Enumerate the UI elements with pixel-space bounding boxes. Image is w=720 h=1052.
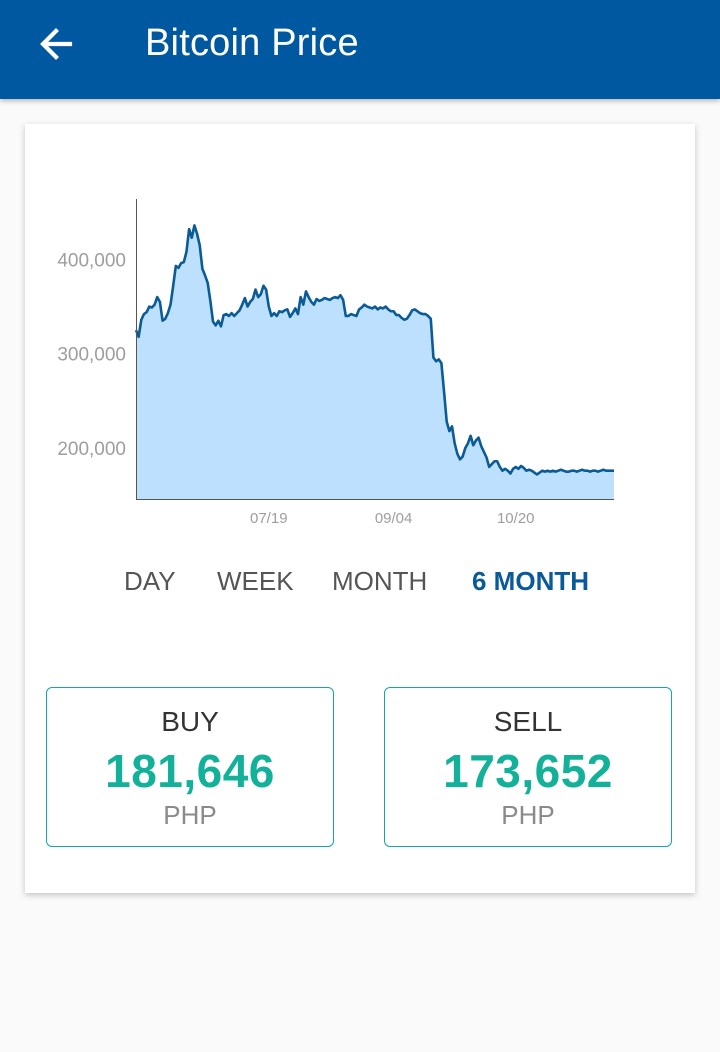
y-tick-label: 200,000 — [57, 439, 126, 460]
tab-week[interactable]: WEEK — [217, 566, 294, 596]
sell-price-box: SELL 173,652 PHP — [384, 687, 672, 847]
back-button[interactable] — [30, 20, 82, 68]
tab-day[interactable]: DAY — [124, 566, 176, 596]
x-axis-ticks: 07/19 09/04 10/20 — [250, 510, 535, 527]
buy-price-box: BUY 181,646 PHP — [46, 687, 334, 847]
buy-currency: PHP — [163, 800, 217, 830]
chart-plot-area — [134, 224, 614, 500]
app-bar: Bitcoin Price — [0, 0, 720, 99]
price-area-fill — [136, 225, 614, 500]
y-tick-label: 400,000 — [57, 250, 126, 271]
page-title: Bitcoin Price — [145, 22, 359, 64]
arrow-left-icon — [40, 28, 73, 60]
buy-price-value: 181,646 — [105, 745, 275, 797]
price-series-line — [134, 224, 614, 476]
range-tabs: DAY WEEK MONTH 6 MONTH — [25, 562, 695, 602]
x-tick-label: 09/04 — [375, 510, 413, 527]
sell-currency: PHP — [501, 800, 555, 830]
y-axis-ticks: 400,000 300,000 200,000 — [57, 250, 126, 460]
tab-6-month[interactable]: 6 MONTH — [472, 566, 589, 596]
sell-label: SELL — [493, 706, 563, 737]
tab-month[interactable]: MONTH — [332, 566, 428, 596]
sell-price-value: 173,652 — [443, 745, 613, 797]
buy-label: BUY — [161, 706, 219, 737]
chart-axes — [136, 199, 614, 500]
x-tick-label: 07/19 — [250, 510, 288, 527]
y-tick-label: 300,000 — [57, 345, 126, 366]
x-tick-label: 10/20 — [497, 510, 535, 527]
price-card: 400,000 300,000 200,000 07/19 09/04 10/20 DA… — [25, 124, 695, 893]
price-chart[interactable]: 400,000 300,000 200,000 07/19 09/04 10/20 — [25, 124, 695, 544]
